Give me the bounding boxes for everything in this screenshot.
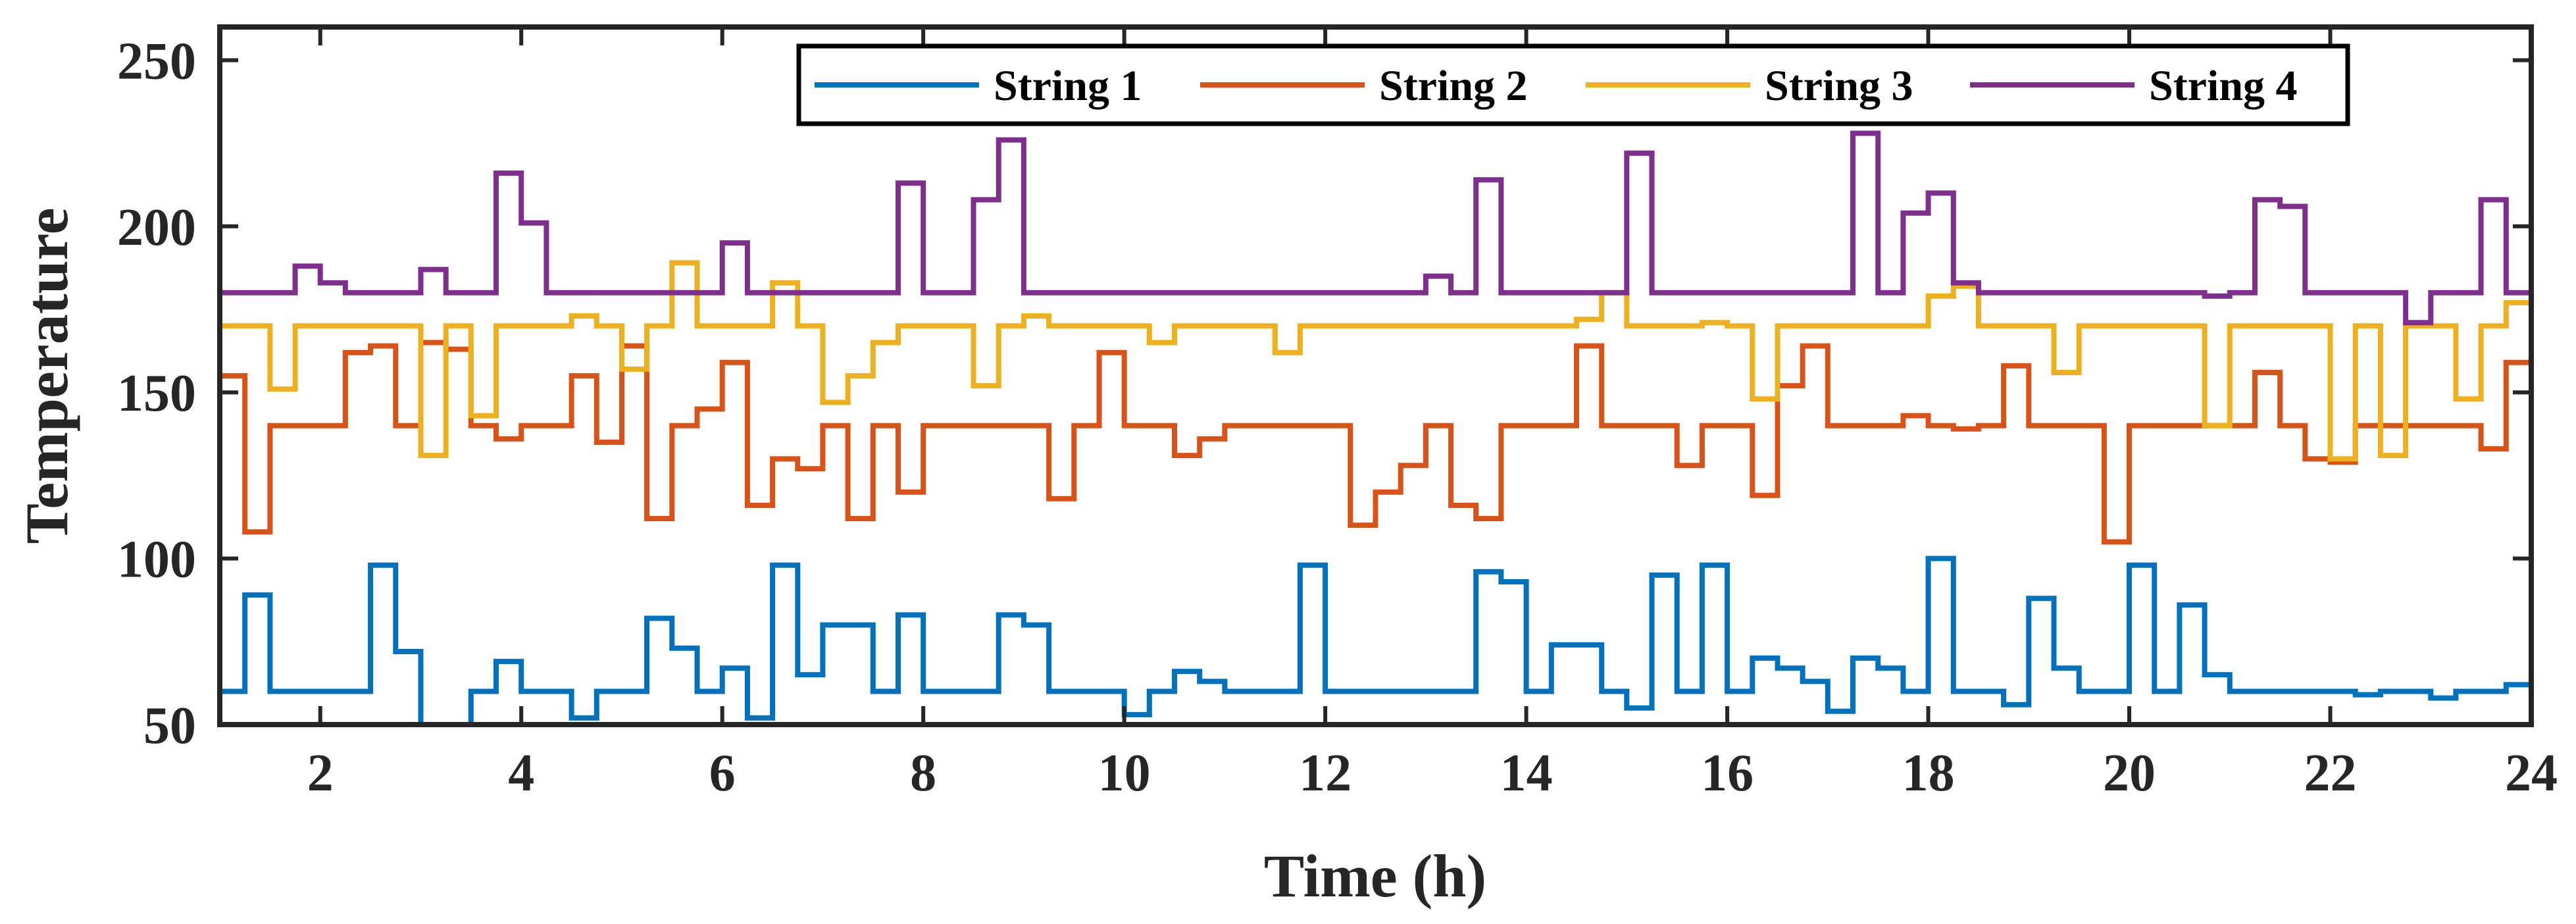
x-tick-label: 2 <box>307 744 334 802</box>
legend-label-4: String 4 <box>2149 62 2298 110</box>
x-tick-label: 22 <box>2304 744 2357 802</box>
x-tick-label: 16 <box>1701 744 1754 802</box>
legend-label-2: String 2 <box>1379 62 1528 110</box>
x-tick-label: 4 <box>508 744 534 802</box>
series-line-1 <box>220 555 2531 727</box>
y-tick-label: 150 <box>117 365 196 423</box>
y-tick-label: 200 <box>117 199 196 257</box>
plot-background <box>220 27 2531 725</box>
y-tick-label: 50 <box>143 697 196 755</box>
series-line-2 <box>220 340 2534 545</box>
x-tick-label: 18 <box>1902 744 1955 802</box>
series-line-3 <box>220 260 2534 462</box>
plot-frame <box>217 24 2534 727</box>
series-layer <box>220 130 2534 727</box>
x-tick-label: 6 <box>709 744 736 802</box>
legend-label-3: String 3 <box>1765 62 1913 110</box>
x-tick-label: 14 <box>1500 744 1553 802</box>
y-tick-label: 100 <box>117 531 196 589</box>
series-line-4 <box>220 130 2534 326</box>
x-tick-label: 24 <box>2505 744 2558 802</box>
y-tick-label: 250 <box>117 32 196 90</box>
x-tick-label: 12 <box>1299 744 1351 802</box>
x-tick-label: 20 <box>2103 744 2156 802</box>
y-axis-label: Temperature <box>13 207 80 544</box>
legend: String 1 String 2 String 3 String 4 <box>796 43 2350 126</box>
legend-label-1: String 1 <box>994 62 1142 110</box>
x-tick-label: 10 <box>1098 744 1151 802</box>
x-tick-label: 8 <box>910 744 936 802</box>
x-axis-label: Time (h) <box>1264 842 1486 910</box>
